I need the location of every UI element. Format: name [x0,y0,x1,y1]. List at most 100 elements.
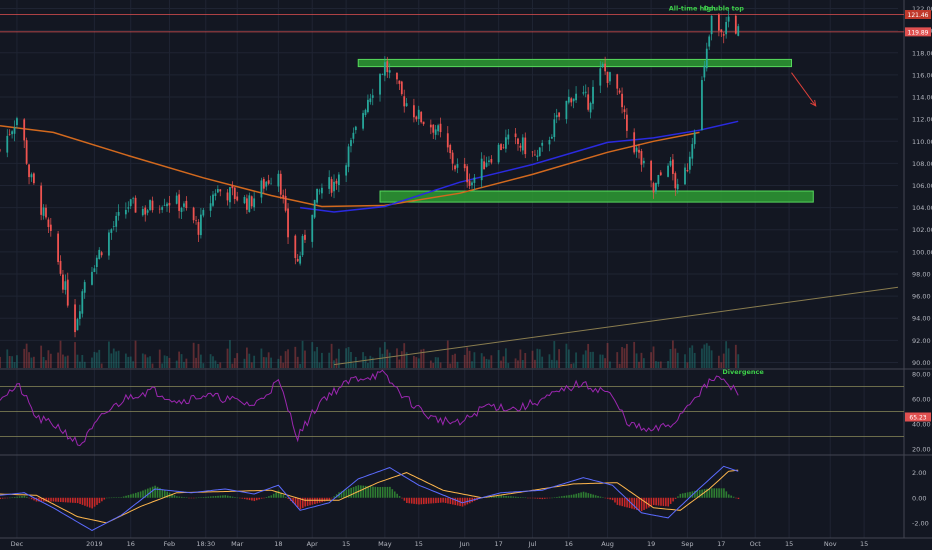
volume-bar [521,360,524,368]
macd-histogram-bar [364,485,367,498]
volume-bar [558,349,561,368]
moving-average-orange [0,125,700,208]
candle-body [270,183,272,185]
macd-histogram-bar [306,497,309,506]
candle-body [200,214,202,236]
macd-histogram-bar [640,497,643,512]
candle-body [115,215,118,227]
candle-body [633,132,636,153]
candle-body [335,180,338,184]
support-resistance-zones[interactable] [357,58,814,203]
volume-bar [626,343,628,368]
volume-bar [30,357,33,368]
macd-histogram-bar [88,497,91,508]
date-tick-label: 17 [494,540,502,548]
candle-body [212,194,214,206]
macd-histogram-bar [217,495,219,498]
macd-histogram-bar [151,486,154,498]
candle-body [415,116,418,120]
candle-body [132,197,135,199]
candle-body [253,198,256,208]
support-resistance-zone[interactable] [379,190,814,203]
volume-bar [403,343,406,368]
volume-bar [248,353,251,368]
date-tick-label: Jun [459,540,470,548]
chart-annotation: Double top [704,5,745,13]
volume-bar [158,349,161,368]
macd-histogram-bar [251,497,253,501]
macd-histogram-bar [589,493,592,498]
candle-body [229,187,231,203]
long-term-trendline[interactable] [333,286,899,366]
candle-body [304,234,306,240]
candle-body [725,21,728,35]
horizontal-levels[interactable] [0,14,904,33]
macd-histogram-bar [292,497,294,504]
candle-body [606,71,609,83]
volume-bar [514,358,517,368]
candle-body [151,200,154,211]
candle-body [422,121,425,125]
macd-histogram-bar [505,495,507,498]
candle-body [66,279,69,306]
macd-histogram-bar [355,486,357,498]
candle-body [233,187,236,199]
volume-bar [214,360,217,368]
volume-bar [396,348,398,368]
volume-bar [0,356,1,368]
candle-body [40,185,43,215]
candle-body [609,72,611,82]
macd-histogram-bar [142,490,144,498]
volume-bar [500,360,502,368]
macd-histogram-bar [333,496,336,498]
macd-histogram-bar [611,497,614,501]
candle-body [112,226,115,227]
support-resistance-zone[interactable] [357,58,792,68]
volume-bar [151,363,154,368]
macd-histogram-bar [420,497,423,505]
volume-bar [200,354,202,368]
candle-body [720,29,723,33]
volume-bar [132,361,135,368]
macd-histogram-bar [519,497,522,498]
price-tick-label: 116.00 [912,71,932,79]
candle-body [91,271,93,285]
candle-body [299,255,302,264]
macd-histogram-bar [272,493,275,498]
macd-histogram-bar [531,497,534,499]
candle-body [146,210,149,213]
volume-bar [161,363,164,368]
volume-bar [592,351,594,368]
candle-body [403,96,406,107]
rsi-tick-label: 60.00 [912,396,931,404]
macd-histogram-bar [137,492,139,498]
candle-body [45,207,47,218]
candle-body [684,167,686,185]
candle-body [534,154,536,156]
candle-body [350,140,352,147]
rsi-panel: 20.00 40.00 60.00 80.00 65.23 Divergence [0,368,931,454]
macd-histogram-bar [139,491,142,498]
macd-histogram-bar [665,497,667,507]
macd-histogram-bar [234,497,236,498]
volume-bar [488,359,490,368]
macd-histogram-bar [681,493,684,498]
candle-body [400,81,403,95]
macd-histogram-bar [514,496,517,498]
volume-bar [541,356,544,368]
date-tick-label: Nov [824,540,837,548]
volume-bar [32,356,35,368]
volume-bar [345,348,348,368]
volume-bar [703,344,706,368]
macd-histogram-bar [536,497,539,499]
macd-histogram-bar [64,497,67,503]
volume-bar [127,356,130,368]
moving-averages [0,120,739,213]
down-arrow-head [810,99,817,107]
macd-histogram-bar [435,497,437,504]
macd-histogram-bar [62,497,64,503]
candle-body [110,229,113,233]
candle-body [117,211,120,216]
volume-bar [609,361,611,368]
